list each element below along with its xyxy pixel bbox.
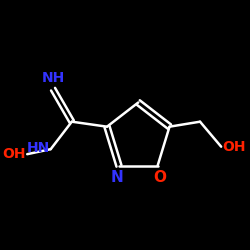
Text: O: O <box>154 170 166 184</box>
Text: OH: OH <box>2 147 26 161</box>
Text: N: N <box>110 170 123 184</box>
Text: NH: NH <box>42 72 65 86</box>
Text: HN: HN <box>26 141 50 155</box>
Text: OH: OH <box>222 140 246 154</box>
